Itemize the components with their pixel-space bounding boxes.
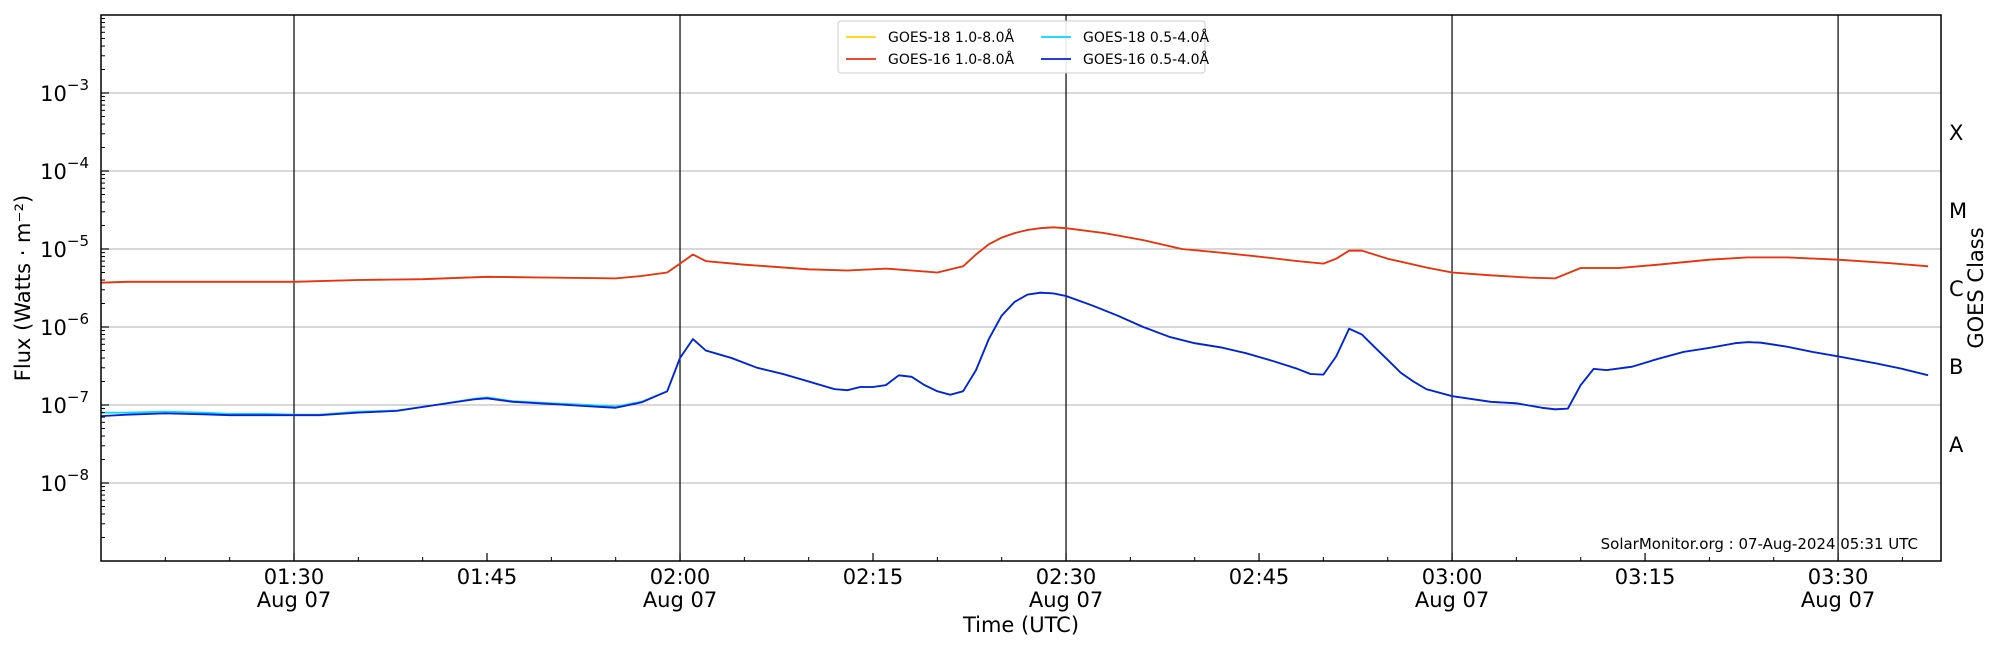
legend-entry: GOES-18 0.5-4.0Å bbox=[1083, 29, 1209, 46]
grid-layer bbox=[101, 92, 1941, 484]
x-tick-label: 03:30 bbox=[1808, 565, 1869, 589]
x-tick-date-label: Aug 07 bbox=[257, 588, 331, 612]
x-tick-label: 03:00 bbox=[1422, 565, 1483, 589]
x-tick-label: 01:30 bbox=[264, 565, 325, 589]
goes-class-axis-title: GOES Class bbox=[1964, 227, 1988, 348]
y-tick-label: 10−7 bbox=[40, 388, 89, 418]
y-tick-label: 10−5 bbox=[40, 232, 89, 262]
x-tick-date-label: Aug 07 bbox=[643, 588, 717, 612]
y-tick-label: 10−6 bbox=[40, 310, 89, 340]
x-axis-title: Time (UTC) bbox=[962, 613, 1079, 637]
series-line bbox=[100, 226, 1929, 284]
x-tick-label: 02:30 bbox=[1036, 565, 1097, 589]
plot-frame bbox=[100, 14, 1942, 562]
source-annotation: SolarMonitor.org : 07-Aug-2024 05:31 UTC bbox=[1601, 535, 1918, 553]
x-tick-date-label: Aug 07 bbox=[1801, 588, 1875, 612]
goes-class-label: X bbox=[1949, 121, 1963, 145]
goes-class-label: C bbox=[1949, 277, 1964, 301]
x-tick-label: 02:00 bbox=[650, 565, 711, 589]
legend: GOES-18 1.0-8.0Å GOES-16 1.0-8.0Å GOES-18 … bbox=[837, 20, 1209, 74]
goes-class-label: M bbox=[1949, 199, 1967, 223]
legend-box bbox=[837, 20, 1206, 74]
legend-entry: GOES-16 1.0-8.0Å bbox=[888, 51, 1014, 68]
series-line bbox=[100, 291, 1929, 417]
series-line bbox=[101, 291, 1929, 416]
x-tick-label: 03:15 bbox=[1615, 565, 1676, 589]
x-tick-label: 01:45 bbox=[457, 565, 518, 589]
y-tick-label: 10−3 bbox=[40, 76, 89, 106]
x-tick-date-label: Aug 07 bbox=[1029, 588, 1103, 612]
series-layer bbox=[100, 226, 1929, 417]
vertical-marker-layer bbox=[293, 15, 1839, 561]
y-tick-label: 10−8 bbox=[40, 466, 89, 496]
x-tick-label: 02:45 bbox=[1229, 565, 1290, 589]
goes-class-label: B bbox=[1949, 355, 1963, 379]
y-axis-title: Flux (Watts · m⁻²) bbox=[11, 195, 35, 381]
goes-class-label: A bbox=[1949, 433, 1964, 457]
x-tick-label: 02:15 bbox=[843, 565, 904, 589]
legend-entry: GOES-18 1.0-8.0Å bbox=[888, 29, 1014, 46]
legend-entry: GOES-16 0.5-4.0Å bbox=[1083, 51, 1209, 68]
series-line bbox=[100, 226, 1929, 284]
x-tick-date-label: Aug 07 bbox=[1415, 588, 1489, 612]
y-tick-label: 10−4 bbox=[40, 154, 89, 184]
